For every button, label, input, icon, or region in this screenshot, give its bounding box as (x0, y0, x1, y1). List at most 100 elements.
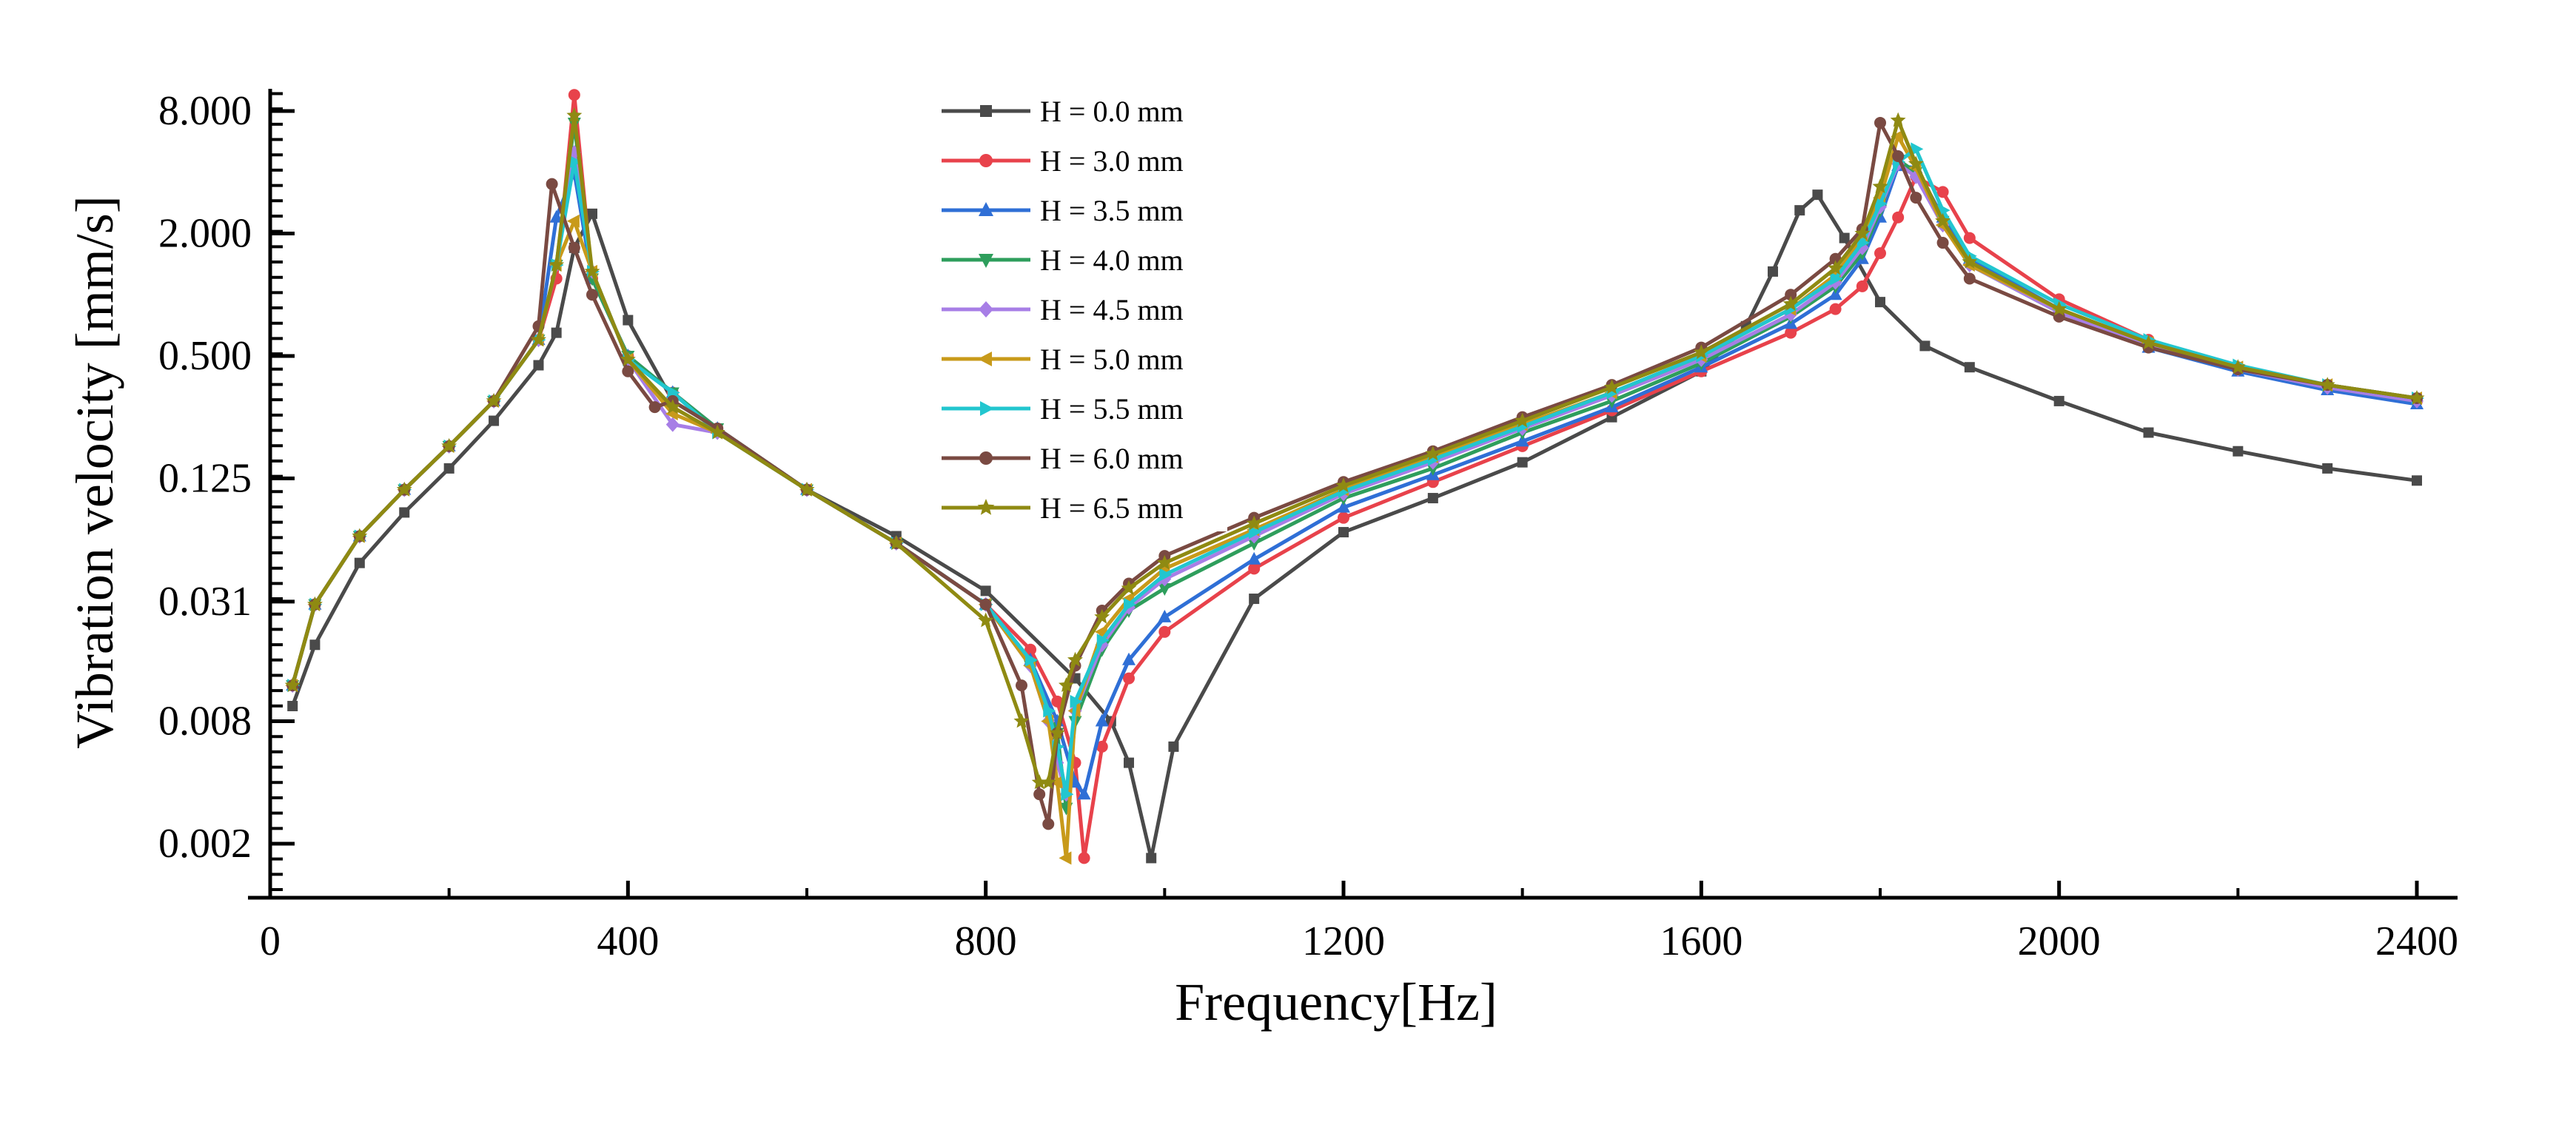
data-point (443, 463, 455, 474)
data-point (1050, 776, 1063, 790)
data-point (1249, 594, 1260, 605)
minor-y-ticks (270, 92, 283, 892)
legend-label: H = 5.5 mm (1040, 392, 1184, 426)
data-point (648, 401, 661, 414)
legend-label: H = 4.5 mm (1040, 293, 1184, 326)
legend-item: H = 3.0 mm (942, 144, 1184, 178)
data-point (1693, 344, 1709, 360)
data-point (489, 415, 500, 426)
data-point (1124, 757, 1134, 768)
data-point (1040, 774, 1056, 790)
legend-label: H = 5.0 mm (1040, 343, 1184, 376)
data-point (1077, 787, 1091, 800)
data-point (1095, 713, 1109, 727)
data-point (531, 332, 546, 347)
legend-item: H = 6.0 mm (942, 442, 1184, 475)
data-point (980, 585, 991, 597)
data-point (1910, 192, 1922, 204)
data-point (2141, 335, 2156, 350)
y-axis-title: Vibration velocity [mm/s] (65, 195, 124, 749)
data-point (1158, 582, 1172, 596)
data-point (566, 214, 580, 228)
x-tick-label: 1600 (1660, 918, 1743, 964)
data-point (1963, 232, 1976, 244)
data-point (1875, 197, 1888, 211)
x-tick-label: 400 (597, 918, 659, 964)
data-point (1874, 116, 1886, 129)
data-point (1427, 493, 1438, 504)
legend-item: H = 6.5 mm (942, 491, 1184, 525)
data-point (1891, 130, 1904, 144)
data-point (1892, 211, 1905, 224)
data-point (1875, 297, 1885, 308)
legend-label: H = 0.0 mm (1040, 95, 1184, 128)
data-point (1123, 672, 1135, 685)
data-point (1872, 178, 1888, 193)
data-point (1121, 580, 1137, 595)
data-point (977, 499, 995, 515)
series-h-5-5-mm (287, 142, 2424, 802)
data-point (1016, 679, 1027, 692)
data-point (1247, 538, 1261, 551)
data-point (2230, 359, 2246, 374)
data-point (1249, 525, 1262, 540)
data-point (486, 392, 502, 408)
series-line (290, 147, 2418, 796)
data-point (979, 301, 993, 317)
data-point (1061, 787, 1074, 802)
data-point (1839, 232, 1850, 243)
data-point (586, 289, 598, 301)
legend-item: H = 0.0 mm (942, 95, 1184, 128)
data-point (1247, 551, 1261, 565)
x-tick-label: 2400 (2375, 918, 2458, 964)
data-point (1828, 260, 1843, 275)
data-point (980, 401, 994, 416)
data-point (622, 365, 634, 377)
legend-label: H = 6.0 mm (1040, 442, 1184, 475)
data-point (1794, 205, 1805, 216)
data-point (284, 677, 301, 692)
data-point (888, 535, 905, 550)
data-point (1604, 379, 1620, 394)
data-point (1146, 853, 1157, 864)
legend-item: H = 5.0 mm (942, 343, 1184, 376)
y-tick-label: 0.008 (158, 699, 252, 745)
data-point (1338, 511, 1349, 524)
legend: H = 0.0 mm H = 3.0 mm H = 3.5 mm H = 4.0 mm… (916, 83, 1227, 531)
data-point (546, 178, 558, 190)
data-point (1013, 713, 1030, 728)
data-point (2322, 463, 2333, 474)
data-point (979, 598, 992, 611)
data-point (1919, 340, 1931, 352)
data-point (665, 417, 680, 432)
data-point (1856, 236, 1870, 250)
data-point (799, 481, 815, 497)
data-point (1962, 253, 1978, 269)
data-point (978, 612, 994, 628)
data-point (1337, 500, 1350, 513)
data-point (1025, 653, 1039, 667)
data-point (1159, 568, 1173, 582)
data-point (1964, 362, 1975, 373)
data-point (2143, 427, 2154, 438)
data-point (979, 202, 993, 216)
data-point (1785, 326, 1797, 339)
legend-item: H = 3.5 mm (942, 194, 1184, 227)
data-point (584, 263, 600, 278)
legend-label: H = 3.5 mm (1040, 194, 1184, 227)
y-tick-label: 0.500 (158, 333, 252, 379)
series-h-5-0-mm (285, 130, 2422, 865)
data-point (1768, 266, 1778, 277)
data-point (665, 399, 681, 414)
data-point (979, 154, 993, 167)
data-point (1335, 477, 1352, 493)
data-point (1890, 112, 1906, 127)
data-point (1067, 651, 1083, 667)
data-point (287, 701, 298, 712)
data-point (1812, 189, 1823, 201)
data-point (2053, 395, 2065, 406)
series-line (290, 121, 2418, 826)
data-point (1515, 412, 1531, 428)
data-point (1874, 247, 1886, 260)
